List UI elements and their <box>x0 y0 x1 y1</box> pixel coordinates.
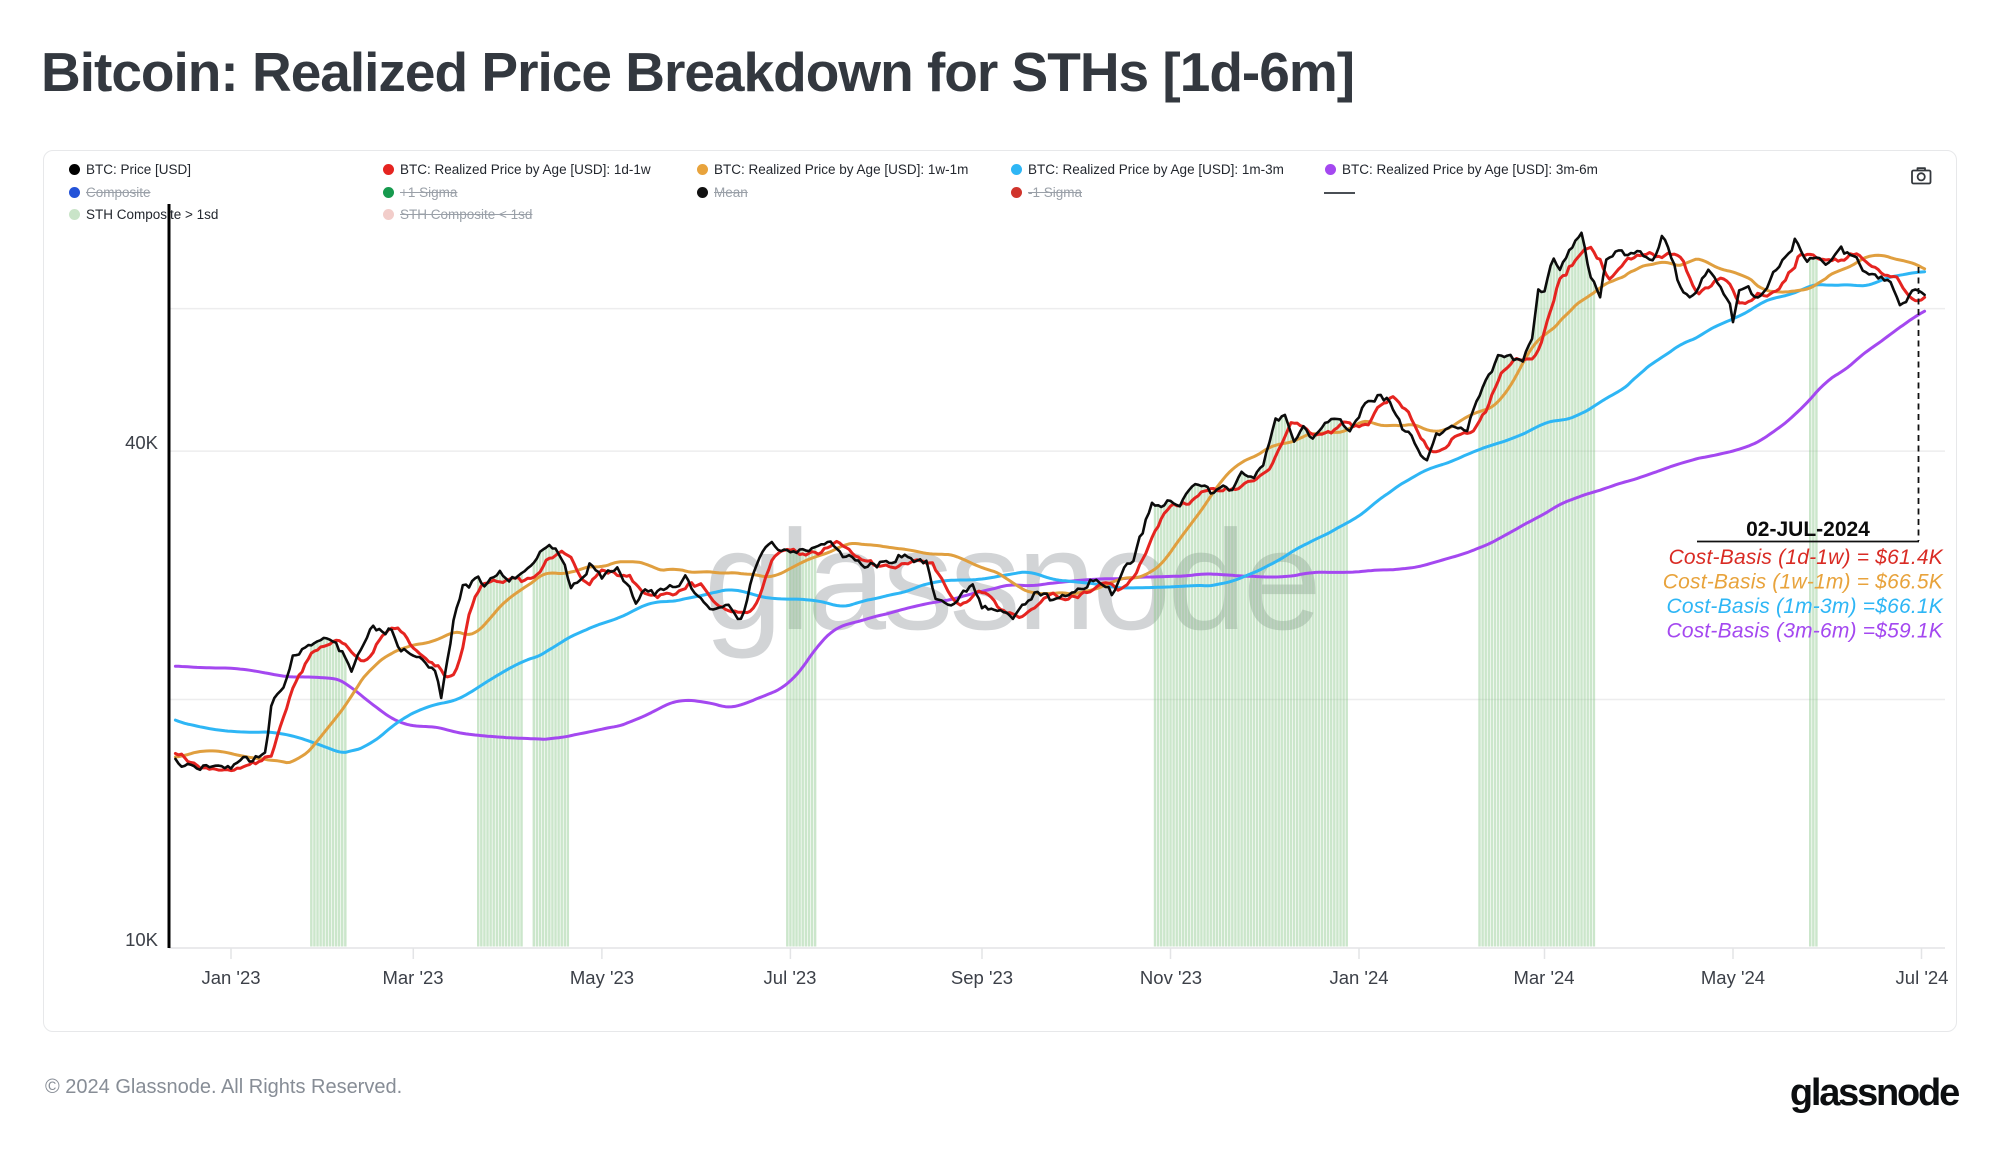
svg-text:10K: 10K <box>125 929 159 950</box>
svg-text:May '24: May '24 <box>1701 967 1765 988</box>
svg-text:Cost-Basis (1m-3m) =$66.1K: Cost-Basis (1m-3m) =$66.1K <box>1666 595 1943 618</box>
svg-text:glassnode: glassnode <box>704 501 1318 660</box>
svg-text:Jan '23: Jan '23 <box>201 967 260 988</box>
svg-text:Mar '24: Mar '24 <box>1513 967 1574 988</box>
svg-text:Jan '24: Jan '24 <box>1329 967 1388 988</box>
svg-text:Sep '23: Sep '23 <box>951 967 1013 988</box>
svg-text:02-JUL-2024: 02-JUL-2024 <box>1746 518 1870 541</box>
svg-text:May '23: May '23 <box>570 967 634 988</box>
svg-text:40K: 40K <box>125 432 159 453</box>
svg-text:Cost-Basis (1w-1m) = $66.5K: Cost-Basis (1w-1m) = $66.5K <box>1663 571 1944 594</box>
svg-text:Mar '23: Mar '23 <box>382 967 443 988</box>
svg-text:Cost-Basis (1d-1w) = $61.4K: Cost-Basis (1d-1w) = $61.4K <box>1669 546 1944 569</box>
svg-text:Cost-Basis (3m-6m) =$59.1K: Cost-Basis (3m-6m) =$59.1K <box>1666 620 1943 643</box>
svg-text:Nov '23: Nov '23 <box>1140 967 1202 988</box>
svg-text:Jul '23: Jul '23 <box>764 967 817 988</box>
svg-text:Jul '24: Jul '24 <box>1896 967 1949 988</box>
